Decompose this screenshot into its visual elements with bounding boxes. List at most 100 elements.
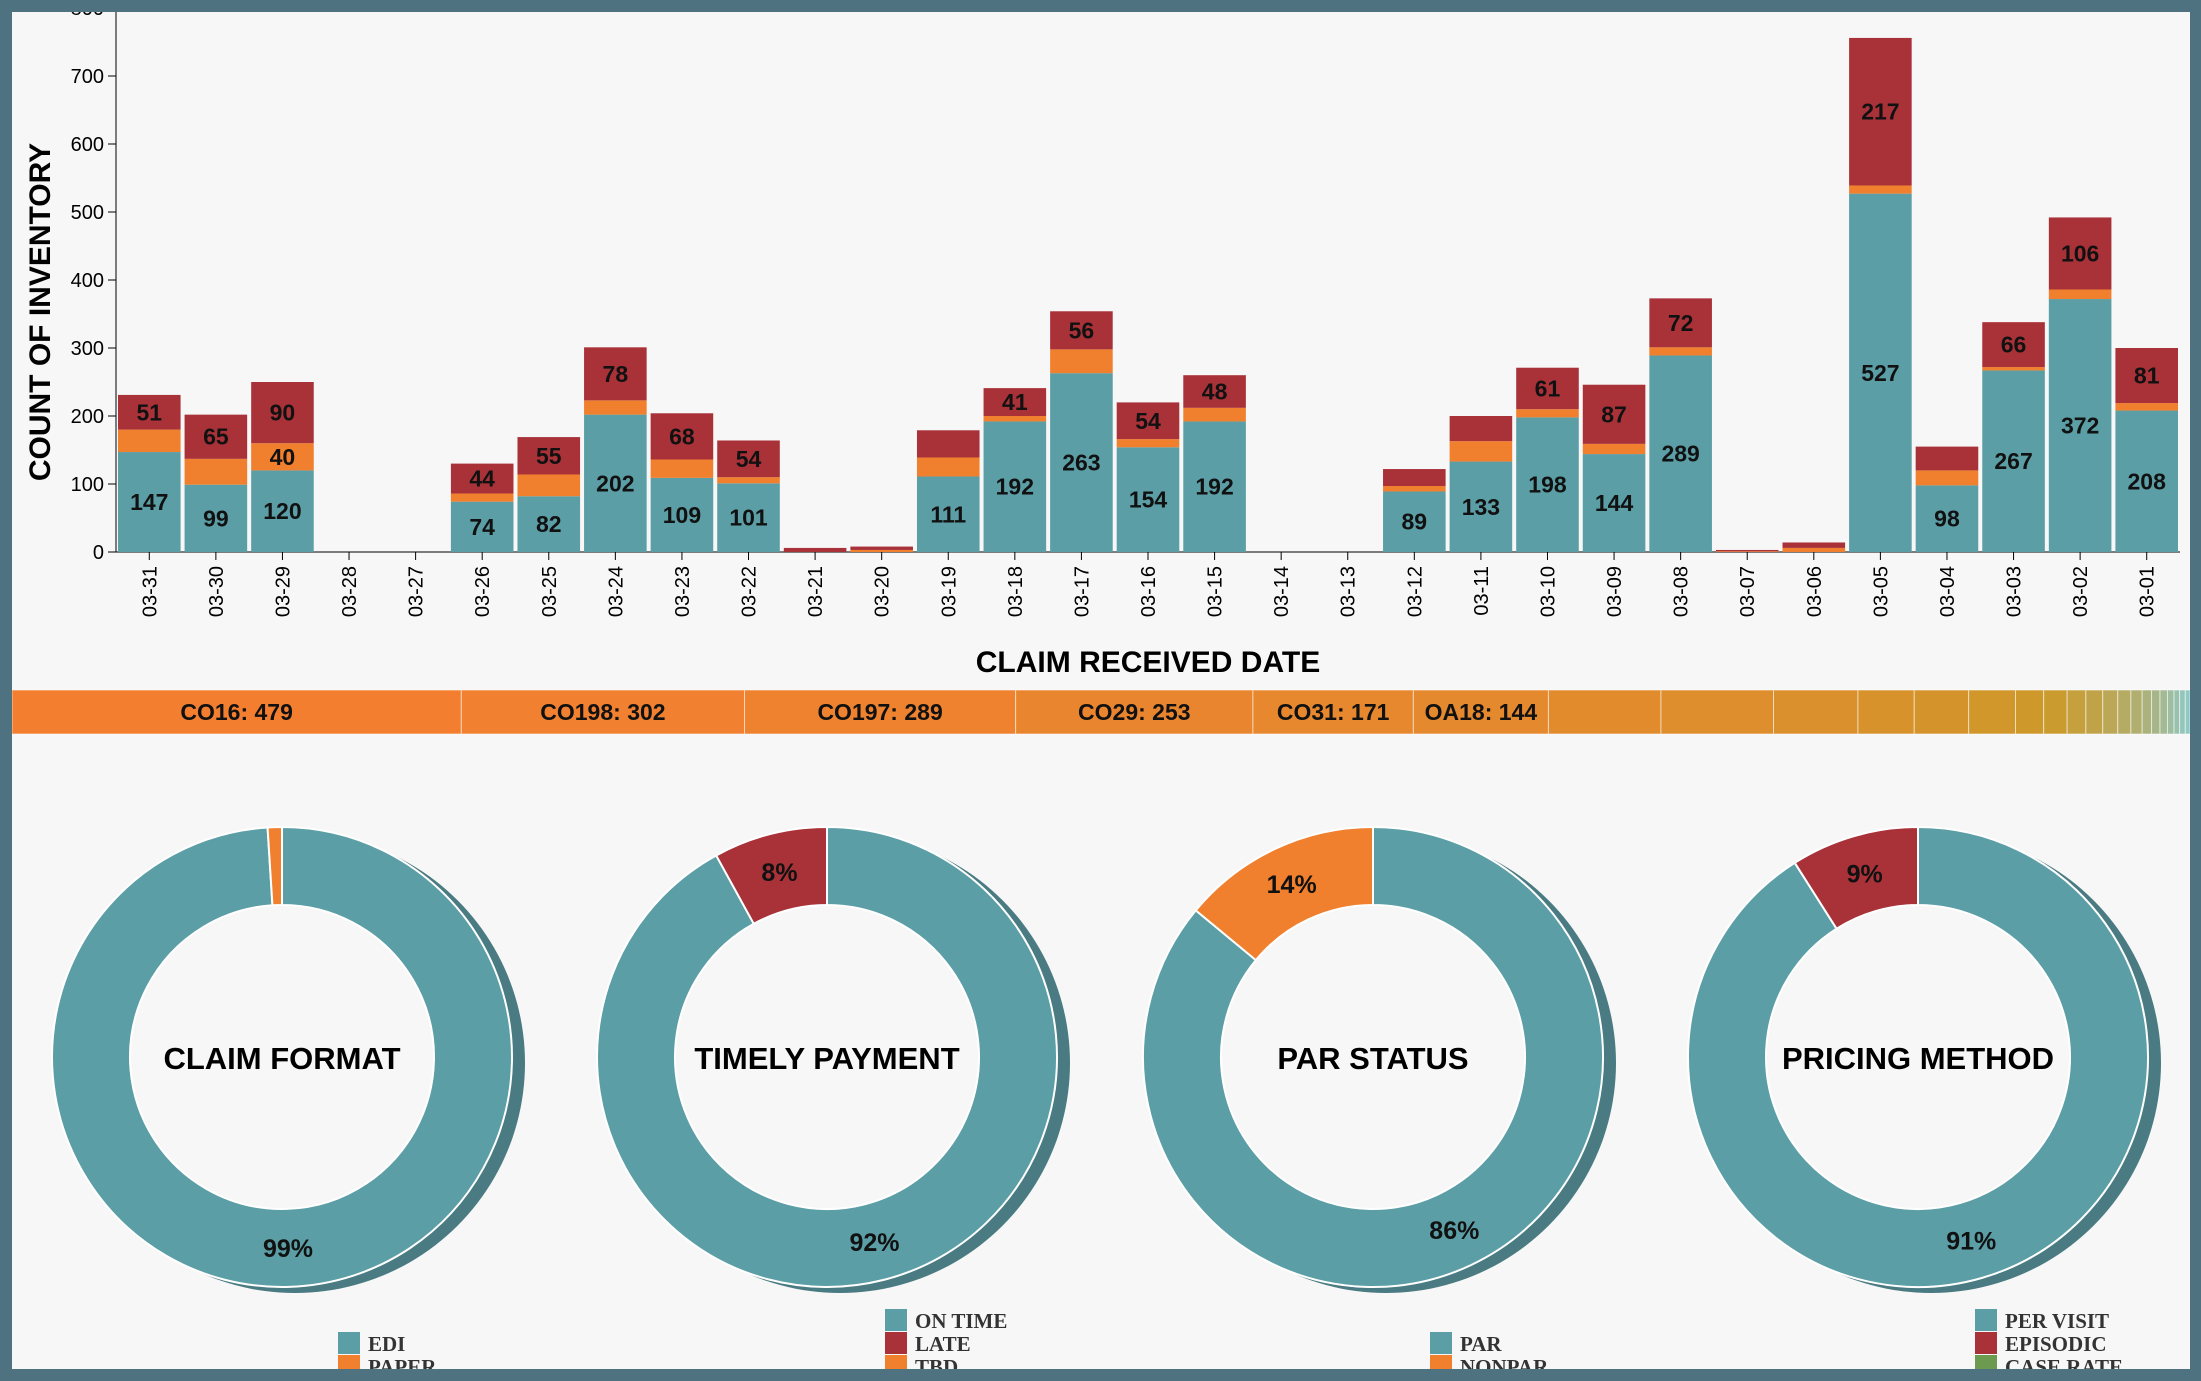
legend-swatch — [1975, 1309, 1997, 1331]
x-tick-label: 03-01 — [2137, 566, 2159, 617]
bar-segment-late — [251, 382, 314, 444]
bar-segment-on-time — [584, 414, 647, 552]
legend-swatch — [1975, 1332, 1997, 1354]
x-tick-label: 03-27 — [406, 566, 428, 617]
bar-value-label: 74 — [469, 514, 495, 540]
strip-segment — [2015, 689, 2045, 735]
strip-segment — [1015, 689, 1254, 735]
bar-segment-tbd — [251, 443, 314, 471]
legend-swatch — [1430, 1332, 1452, 1354]
x-tick-label: 03-26 — [472, 566, 494, 617]
bar-segment-late — [1849, 37, 1912, 186]
x-tick-label: 03-19 — [938, 566, 960, 617]
bar-value-label: 99 — [203, 505, 229, 531]
x-tick-label: 03-23 — [672, 566, 694, 617]
bar-segment-late — [1449, 416, 1513, 442]
x-tick-label: 03-24 — [605, 566, 627, 617]
x-tick-label: 03-11 — [1471, 566, 1493, 616]
x-tick-label: 03-06 — [1804, 566, 1826, 617]
x-tick-label: 03-29 — [272, 566, 294, 617]
y-tick-label: 100 — [71, 474, 104, 496]
bar-segment-on-time — [1449, 461, 1513, 552]
bar-segment-tbd — [1183, 407, 1246, 422]
legend-label: EPISODIC — [2005, 1332, 2107, 1356]
bar-segment-tbd — [1982, 367, 2045, 371]
bar-segment-late — [450, 463, 514, 494]
legend-label: PER VISIT — [2005, 1309, 2109, 1333]
bar-segment-tbd — [2048, 289, 2112, 300]
bar-value-label: 101 — [729, 505, 768, 531]
bar-segment-tbd — [2115, 403, 2178, 411]
bar-value-label: 372 — [2061, 413, 2099, 439]
donut-title: TIMELY PAYMENT — [694, 1041, 959, 1076]
bar-segment-late — [1383, 469, 1446, 487]
donut-slice-label: 9% — [1847, 861, 1883, 889]
bar-segment-late — [584, 347, 647, 401]
bar-segment-tbd — [1050, 349, 1113, 374]
bar-value-label: 56 — [1069, 317, 1095, 343]
donut-slice-label: 8% — [761, 859, 797, 887]
bar-value-label: 68 — [669, 423, 695, 449]
bar-segment-on-time — [983, 421, 1047, 552]
bar-segment-on-time — [1849, 193, 1912, 552]
bar-segment-tbd — [517, 474, 581, 497]
strip-segment — [1660, 689, 1775, 735]
bar-value-label: 82 — [536, 511, 562, 537]
bar-segment-on-time — [1649, 355, 1712, 552]
dashboard: 0 100 200 300 400 500 600 700 800 COUNT OF INVENT… — [12, 12, 2190, 1369]
bar-segment-late — [1050, 311, 1113, 350]
strip-label: CO198: 302 — [540, 699, 665, 725]
bar-segment-late — [1582, 384, 1646, 444]
bar-value-label: 40 — [270, 444, 296, 470]
strip-segment — [2130, 689, 2143, 735]
legend-label: NONPAR — [1460, 1355, 1549, 1369]
y-tick-label: 500 — [71, 202, 104, 224]
bar-value-label: 263 — [1062, 450, 1100, 476]
bar-value-label: 55 — [536, 443, 562, 469]
bar-value-label: 208 — [2128, 468, 2167, 494]
legend-swatch — [338, 1332, 360, 1354]
bar-segment-late — [1649, 298, 1712, 348]
strip-label: CO197: 289 — [817, 699, 942, 725]
bar-value-label: 133 — [1462, 494, 1500, 520]
x-tick-label: 03-31 — [139, 566, 161, 617]
bar-segment-tbd — [1715, 551, 1779, 552]
strip-segment — [1857, 689, 1915, 735]
bar-segment-tbd — [916, 457, 980, 477]
donut-title: PAR STATUS — [1277, 1041, 1468, 1076]
x-tick-label: 03-03 — [2004, 566, 2026, 617]
donut-slice-label: 14% — [1267, 871, 1317, 899]
x-tick-label: 03-17 — [1071, 566, 1093, 617]
bar-value-label: 78 — [603, 361, 629, 387]
bar-value-label: 267 — [1994, 448, 2032, 474]
bar-segment-on-time — [184, 484, 248, 552]
donut-slice-episodic — [1793, 825, 1919, 931]
strip-segment — [2179, 689, 2186, 735]
legend-label: LATE — [915, 1332, 971, 1356]
bar-segment-on-time — [1183, 421, 1246, 552]
bar-value-label: 54 — [736, 446, 762, 472]
bar-segment-tbd — [1582, 443, 1646, 455]
strip-segment — [2085, 689, 2104, 735]
bar-segment-tbd — [184, 458, 248, 485]
bar-segment-tbd — [584, 400, 647, 415]
bar-segment-late — [1516, 367, 1579, 410]
strip-segment — [2166, 689, 2175, 735]
bar-value-label: 527 — [1861, 360, 1899, 386]
strip-segment — [2066, 689, 2087, 735]
donut-slice-label: 91% — [1946, 1227, 1996, 1255]
bar-value-label: 90 — [270, 400, 296, 426]
bar-value-label: 44 — [469, 466, 495, 492]
strip-segment — [1773, 689, 1859, 735]
x-tick-label: 03-25 — [539, 566, 561, 617]
strip-segment — [2159, 689, 2168, 735]
legend-swatch — [1975, 1355, 1997, 1369]
bar-segment-late — [916, 430, 980, 458]
x-tick-label: 03-22 — [739, 566, 761, 617]
x-tick-label: 03-15 — [1205, 566, 1227, 617]
bar-segment-late — [717, 440, 780, 478]
bar-segment-tbd — [983, 416, 1047, 422]
